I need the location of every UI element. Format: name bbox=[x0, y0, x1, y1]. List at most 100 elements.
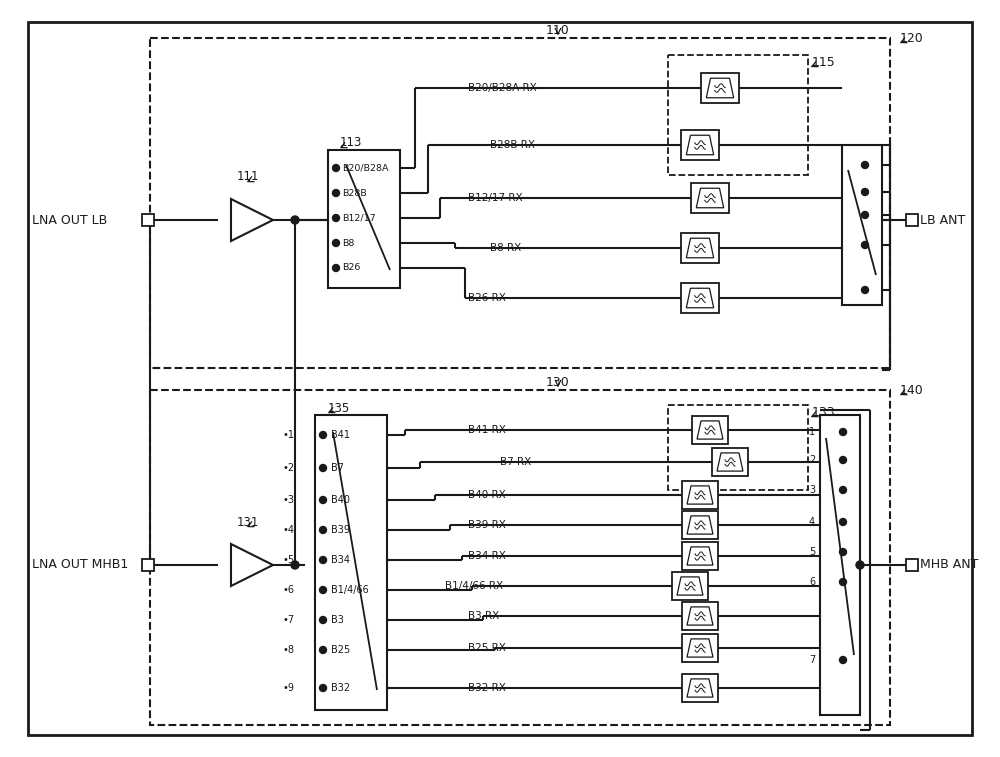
Circle shape bbox=[862, 188, 868, 195]
Bar bbox=[315, 415, 387, 710]
Circle shape bbox=[320, 431, 326, 438]
Text: B1/4/66 RX: B1/4/66 RX bbox=[445, 581, 503, 591]
Text: MHB ANT: MHB ANT bbox=[920, 559, 978, 572]
Text: 113: 113 bbox=[340, 136, 362, 149]
Text: •2: •2 bbox=[283, 463, 295, 473]
Circle shape bbox=[291, 561, 299, 569]
Text: •3: •3 bbox=[283, 495, 295, 505]
Text: 115: 115 bbox=[812, 55, 836, 68]
Bar bbox=[906, 214, 918, 226]
Circle shape bbox=[332, 239, 340, 247]
Circle shape bbox=[320, 465, 326, 472]
Text: 2: 2 bbox=[809, 455, 815, 465]
Bar bbox=[142, 559, 154, 571]
Circle shape bbox=[840, 456, 846, 463]
Text: B8: B8 bbox=[342, 238, 354, 248]
Bar bbox=[712, 448, 748, 476]
Bar bbox=[150, 390, 890, 725]
Text: B25 RX: B25 RX bbox=[468, 643, 506, 653]
Circle shape bbox=[332, 214, 340, 222]
Circle shape bbox=[320, 616, 326, 624]
Text: 111: 111 bbox=[237, 170, 259, 183]
Circle shape bbox=[332, 264, 340, 272]
Bar bbox=[150, 38, 890, 368]
Circle shape bbox=[320, 527, 326, 534]
Text: B3: B3 bbox=[331, 615, 344, 625]
Bar bbox=[681, 283, 719, 313]
Circle shape bbox=[840, 549, 846, 556]
Circle shape bbox=[840, 519, 846, 525]
Text: B41 RX: B41 RX bbox=[468, 425, 506, 435]
Bar bbox=[681, 130, 719, 160]
Text: B32: B32 bbox=[331, 683, 350, 693]
Text: B34: B34 bbox=[331, 555, 350, 565]
Text: B1/4/66: B1/4/66 bbox=[331, 585, 369, 595]
Text: •9: •9 bbox=[283, 683, 295, 693]
Bar bbox=[142, 214, 154, 226]
Bar bbox=[692, 416, 728, 444]
Text: B3 RX: B3 RX bbox=[468, 611, 499, 621]
Circle shape bbox=[862, 211, 868, 219]
Text: •8: •8 bbox=[283, 645, 295, 655]
Circle shape bbox=[332, 189, 340, 197]
Text: B39: B39 bbox=[331, 525, 350, 535]
Text: B12/17: B12/17 bbox=[342, 213, 376, 223]
Bar bbox=[682, 634, 718, 662]
Text: 140: 140 bbox=[900, 384, 924, 397]
Text: LNA OUT MHB1: LNA OUT MHB1 bbox=[32, 559, 128, 572]
Text: B7 RX: B7 RX bbox=[500, 457, 531, 467]
Circle shape bbox=[320, 556, 326, 563]
Text: B25: B25 bbox=[331, 645, 350, 655]
Circle shape bbox=[332, 164, 340, 172]
Bar bbox=[328, 150, 400, 288]
Text: 131: 131 bbox=[237, 516, 259, 528]
Circle shape bbox=[862, 286, 868, 294]
Bar bbox=[842, 145, 882, 305]
Bar bbox=[681, 233, 719, 263]
Text: 135: 135 bbox=[328, 401, 350, 415]
Circle shape bbox=[856, 561, 864, 569]
Circle shape bbox=[840, 428, 846, 435]
Text: 3: 3 bbox=[809, 485, 815, 495]
Text: 110: 110 bbox=[546, 23, 570, 36]
Text: 130: 130 bbox=[546, 375, 570, 388]
Text: B28B RX: B28B RX bbox=[490, 140, 535, 150]
Bar bbox=[672, 572, 708, 600]
Circle shape bbox=[320, 646, 326, 653]
Bar bbox=[691, 183, 729, 213]
Text: 7: 7 bbox=[809, 655, 815, 665]
Bar bbox=[682, 542, 718, 570]
Text: 5: 5 bbox=[809, 547, 815, 557]
Text: B26: B26 bbox=[342, 263, 360, 273]
Text: •1: •1 bbox=[283, 430, 295, 440]
Text: B8 RX: B8 RX bbox=[490, 243, 521, 253]
Circle shape bbox=[291, 216, 299, 224]
Circle shape bbox=[320, 587, 326, 593]
Text: B7: B7 bbox=[331, 463, 344, 473]
Text: B20/B28A: B20/B28A bbox=[342, 164, 388, 173]
Text: LNA OUT LB: LNA OUT LB bbox=[32, 213, 107, 226]
Text: •7: •7 bbox=[283, 615, 295, 625]
Bar bbox=[682, 511, 718, 539]
Circle shape bbox=[840, 578, 846, 585]
Bar bbox=[668, 55, 808, 175]
Text: B28B: B28B bbox=[342, 188, 367, 198]
Text: B32 RX: B32 RX bbox=[468, 683, 506, 693]
Text: B34 RX: B34 RX bbox=[468, 551, 506, 561]
Bar bbox=[906, 559, 918, 571]
Text: 120: 120 bbox=[900, 32, 924, 45]
Circle shape bbox=[862, 161, 868, 169]
Text: •6: •6 bbox=[283, 585, 295, 595]
Bar bbox=[701, 73, 739, 103]
Text: B40: B40 bbox=[331, 495, 350, 505]
Text: •4: •4 bbox=[283, 525, 295, 535]
Circle shape bbox=[320, 684, 326, 691]
Bar bbox=[682, 674, 718, 702]
Text: B41: B41 bbox=[331, 430, 350, 440]
Text: 1: 1 bbox=[809, 427, 815, 437]
Text: •5: •5 bbox=[283, 555, 295, 565]
Text: B39 RX: B39 RX bbox=[468, 520, 506, 530]
Text: 133: 133 bbox=[812, 406, 836, 419]
Circle shape bbox=[840, 656, 846, 663]
Bar bbox=[682, 602, 718, 630]
